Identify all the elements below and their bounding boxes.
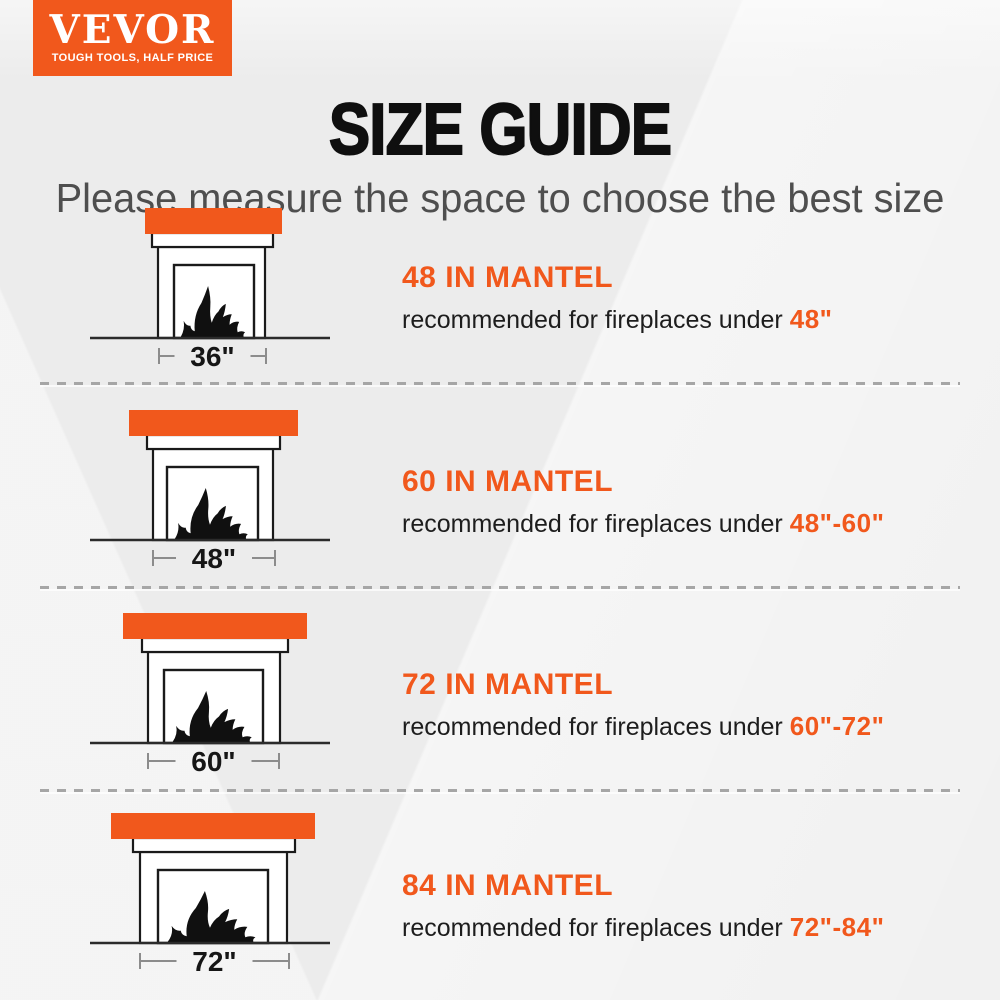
fireplace-range-value: 60"-72" [789, 711, 885, 741]
recommendation-label: recommended for fireplaces under [402, 914, 783, 942]
mantel-size-heading: 48 IN MANTEL [402, 261, 614, 294]
recommendation-text: recommended for fireplaces under 48" [402, 304, 833, 335]
dimension-label: 36" [190, 341, 234, 372]
fireplace-figure: 60" [90, 613, 330, 777]
dimension-line [152, 550, 276, 566]
flame-icon [172, 690, 252, 742]
mantel-shelf [145, 433, 282, 451]
mantel-shelf [150, 231, 275, 249]
mantel-size-heading: 60 IN MANTEL [402, 465, 614, 498]
brand-logo: VEVOR TOUGH TOOLS, HALF PRICE [33, 0, 232, 76]
size-row-text-84: 84 IN MANTEL recommended for fireplaces … [402, 869, 884, 943]
fireplace-figure: 72" [90, 813, 330, 977]
dimension-line [139, 953, 290, 969]
recommendation-text: recommended for fireplaces under 72"-84" [402, 912, 884, 943]
row-separator [40, 586, 960, 589]
mantel-top-bar [123, 613, 307, 639]
fireplace-illustration-84: 72" [60, 809, 400, 984]
brand-tagline: TOUGH TOOLS, HALF PRICE [51, 52, 214, 64]
flame-icon [180, 285, 246, 337]
size-row-text-60: 60 IN MANTEL recommended for fireplaces … [402, 465, 884, 539]
row-separator [40, 382, 960, 385]
recommendation-label: recommended for fireplaces under [402, 510, 783, 538]
fireplace-illustration-60: 48" [60, 406, 400, 581]
mantel-top-bar [111, 813, 315, 839]
fireplace-illustration-48: 36" [60, 204, 400, 379]
fireplace-range-value: 48"-60" [789, 508, 885, 538]
size-row-text-72: 72 IN MANTEL recommended for fireplaces … [402, 668, 884, 742]
recommendation-text: recommended for fireplaces under 48"-60" [402, 508, 884, 539]
row-separator [40, 789, 960, 792]
dimension-label: 48" [192, 543, 236, 574]
mantel-shelf [140, 636, 290, 654]
size-row-text-48: 48 IN MANTEL recommended for fireplaces … [402, 261, 833, 335]
page-title: SIZE GUIDE [328, 90, 673, 171]
flame-icon [174, 487, 248, 539]
dimension-label: 60" [191, 746, 235, 777]
fireplace-range-value: 72"-84" [789, 912, 885, 942]
recommendation-label: recommended for fireplaces under [402, 306, 783, 334]
dimension-line [147, 753, 280, 769]
fireplace-figure: 48" [90, 410, 330, 574]
mantel-top-bar [145, 208, 282, 234]
dimension-line [158, 348, 267, 364]
mantel-size-heading: 84 IN MANTEL [402, 869, 614, 902]
mantel-shelf [131, 836, 297, 854]
mantel-size-heading: 72 IN MANTEL [402, 668, 614, 701]
mantel-top-bar [129, 410, 298, 436]
fireplace-range-value: 48" [789, 304, 833, 334]
recommendation-label: recommended for fireplaces under [402, 713, 783, 741]
recommendation-text: recommended for fireplaces under 60"-72" [402, 711, 884, 742]
fireplace-figure: 36" [90, 208, 330, 372]
dimension-label: 72" [192, 946, 236, 977]
fireplace-illustration-72: 60" [60, 609, 400, 784]
flame-icon [167, 890, 256, 942]
brand-logo-text: VEVOR [49, 7, 216, 53]
